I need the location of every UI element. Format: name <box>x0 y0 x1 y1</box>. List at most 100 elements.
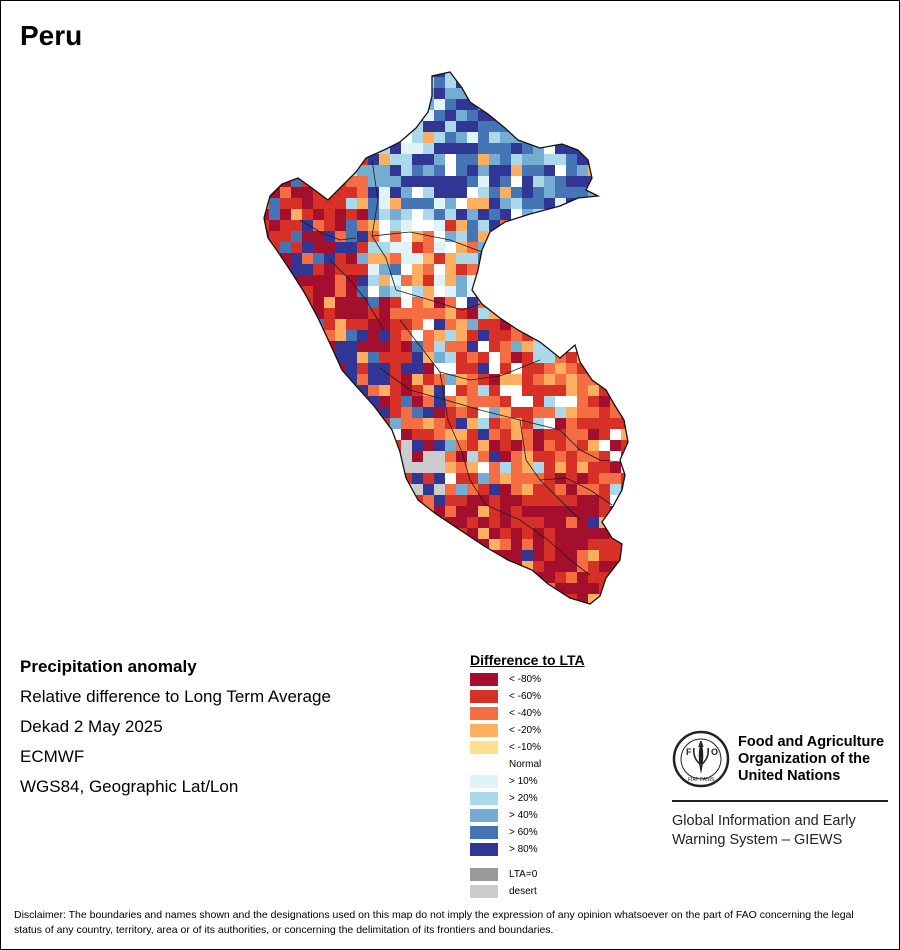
raster-cell <box>280 253 291 264</box>
raster-cell <box>291 418 302 429</box>
raster-cell <box>522 264 533 275</box>
raster-cell <box>599 143 610 154</box>
raster-cell <box>588 583 599 594</box>
legend-swatch <box>470 775 498 788</box>
raster-cell <box>533 143 544 154</box>
raster-cell <box>390 451 401 462</box>
raster-cell <box>577 572 588 583</box>
raster-cell <box>313 429 324 440</box>
raster-cell <box>264 385 269 396</box>
raster-cell <box>467 594 478 604</box>
raster-cell <box>302 121 313 132</box>
raster-cell <box>555 330 566 341</box>
raster-cell <box>445 561 456 572</box>
raster-cell <box>445 154 456 165</box>
raster-cell <box>544 528 555 539</box>
raster-cell <box>555 231 566 242</box>
raster-cell <box>489 220 500 231</box>
raster-cell <box>335 385 346 396</box>
raster-cell <box>533 506 544 517</box>
raster-cell <box>599 242 610 253</box>
raster-cell <box>324 363 335 374</box>
raster-cell <box>478 88 489 99</box>
raster-cell <box>335 319 346 330</box>
raster-cell <box>346 253 357 264</box>
raster-cell <box>412 132 423 143</box>
raster-cell <box>335 407 346 418</box>
raster-cell <box>533 286 544 297</box>
divider <box>672 800 888 802</box>
raster-cell <box>522 418 533 429</box>
raster-cell <box>610 418 621 429</box>
raster-cell <box>467 143 478 154</box>
raster-cell <box>401 605 412 616</box>
raster-cell <box>478 198 489 209</box>
raster-cell <box>467 330 478 341</box>
raster-cell <box>621 396 628 407</box>
raster-cell <box>258 605 269 616</box>
raster-cell <box>335 154 346 165</box>
raster-cell <box>368 121 379 132</box>
raster-cell <box>489 429 500 440</box>
raster-cell <box>434 594 445 604</box>
raster-cell <box>500 99 511 110</box>
raster-cell <box>291 583 302 594</box>
raster-cell <box>434 341 445 352</box>
raster-cell <box>522 275 533 286</box>
raster-cell <box>621 264 628 275</box>
raster-cell <box>489 440 500 451</box>
raster-cell <box>313 264 324 275</box>
raster-cell <box>533 77 544 88</box>
raster-cell <box>621 539 628 550</box>
raster-cell <box>291 506 302 517</box>
raster-cell <box>264 220 269 231</box>
raster-cell <box>335 429 346 440</box>
raster-cell <box>346 440 357 451</box>
raster-cell <box>456 286 467 297</box>
raster-cell <box>368 275 379 286</box>
raster-cell <box>577 88 588 99</box>
raster-cell <box>478 550 489 561</box>
raster-cell <box>346 451 357 462</box>
raster-cell <box>500 594 511 604</box>
raster-cell <box>445 385 456 396</box>
raster-cell <box>467 319 478 330</box>
raster-cell <box>291 220 302 231</box>
raster-cell <box>577 121 588 132</box>
raster-cell <box>588 275 599 286</box>
raster-cell <box>346 99 357 110</box>
raster-cell <box>500 165 511 176</box>
raster-cell <box>434 374 445 385</box>
raster-cell <box>555 341 566 352</box>
map-title: Peru <box>20 20 83 51</box>
raster-cell <box>379 572 390 583</box>
raster-cell <box>423 385 434 396</box>
raster-cell <box>335 110 346 121</box>
raster-cell <box>577 418 588 429</box>
raster-cell <box>291 72 302 77</box>
raster-cell <box>280 88 291 99</box>
raster-cell <box>423 308 434 319</box>
raster-cell <box>577 143 588 154</box>
raster-cell <box>264 583 269 594</box>
raster-cell <box>588 110 599 121</box>
raster-cell <box>313 407 324 418</box>
raster-cell <box>621 72 628 77</box>
raster-cell <box>489 264 500 275</box>
raster-cell <box>412 72 423 77</box>
raster-cell <box>313 275 324 286</box>
raster-cell <box>533 594 544 604</box>
raster-cell <box>566 462 577 473</box>
raster-cell <box>489 209 500 220</box>
raster-cell <box>511 99 522 110</box>
raster-cell <box>434 264 445 275</box>
raster-cell <box>478 561 489 572</box>
raster-cell <box>379 319 390 330</box>
raster-cell <box>390 473 401 484</box>
raster-cell <box>412 187 423 198</box>
raster-cell <box>621 132 628 143</box>
raster-cell <box>599 550 610 561</box>
raster-cell <box>610 110 621 121</box>
raster-cell <box>467 198 478 209</box>
raster-cell <box>533 561 544 572</box>
